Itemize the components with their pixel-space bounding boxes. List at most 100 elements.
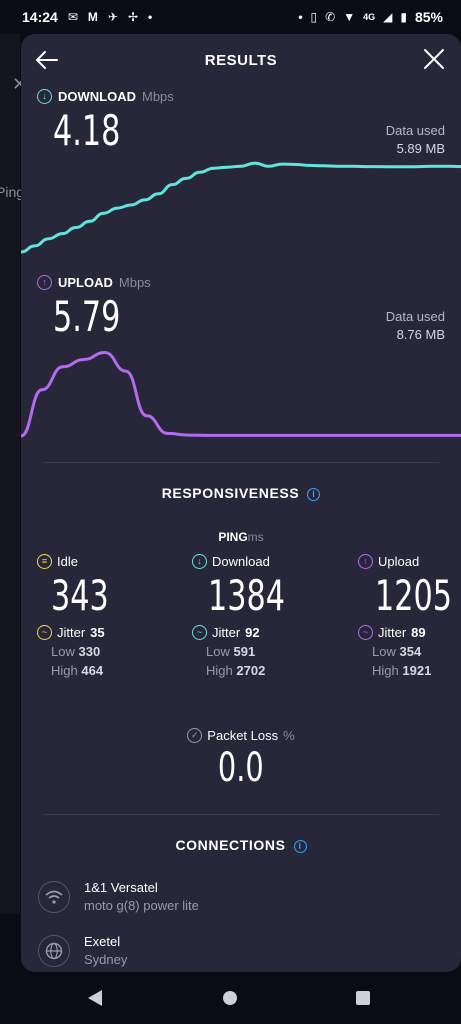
nav-back-icon[interactable] [88,990,102,1006]
server-name: Exetel [84,934,121,949]
connections-section: CONNECTIONS i [21,837,461,853]
packet-loss: ✓ Packet Loss % 0.0 [21,728,461,791]
high-value: 464 [81,663,104,678]
jitter-icon: ~ [192,625,207,640]
upload-label-text: Upload [378,554,420,569]
fan-icon: ✢ [127,10,138,24]
packet-loss-label-text: Packet Loss [207,728,279,743]
download-label-text: Download [212,554,270,569]
info-icon[interactable]: i [307,487,321,501]
ping-idle-jitter: ~ Jitter 35 [37,625,167,640]
ping-idle-low: Low 330 [37,644,167,659]
idle-icon: ≡ [37,554,52,569]
nav-recents-icon[interactable] [356,991,370,1005]
wifi-call-icon: ✆ [325,10,336,24]
status-bar: 14:24 ✉ M ✈ ✢ • • ▯ ✆ ▼ 4G ◢ ▮ 85% [0,0,461,34]
upload-data-used-label: Data used [385,309,445,324]
connection-item-server: Exetel Sydney [38,934,127,967]
battery-level: 85% [414,9,443,25]
jitter-icon: ~ [37,625,52,640]
results-sheet: RESULTS ↓ DOWNLOAD Mbps 4.18 Data used 5… [21,34,461,972]
upload-arrow-icon: ↑ [37,275,52,290]
ping-upload-value: 1205 [375,571,452,620]
wifi-signal-icon: ▼ [343,10,356,24]
high-label: High [372,663,399,678]
packet-loss-icon: ✓ [187,728,203,743]
jitter-icon: ~ [358,625,373,640]
download-title: DOWNLOAD [58,89,136,104]
upload-title: UPLOAD [58,275,113,290]
ping-label: PING [218,530,248,544]
download-data-used: Data used 5.89 MB [386,122,445,158]
wifi-icon [38,880,70,913]
low-value: 354 [399,644,422,659]
ping-download-column: ↓ Download 1384 ~ Jitter 92 Low 591 High… [192,554,322,678]
connection-item-isp: 1&1 Versatel moto g(8) power lite [38,880,199,913]
ping-download-low: Low 591 [192,644,322,659]
ping-upload-column: ↑ Upload 1205 ~ Jitter 89 Low 354 High 1… [358,554,458,678]
high-label: High [206,663,233,678]
vibrate-icon: ▯ [310,10,318,24]
background-app: ✕ Ping [0,34,27,914]
status-time: 14:24 [22,9,58,25]
connections-title: CONNECTIONS [175,837,286,853]
message-icon: ✉ [67,10,78,24]
jitter-label: Jitter [378,625,407,640]
download-arrow-icon: ↓ [192,554,207,569]
low-value: 330 [78,644,101,659]
upload-arrow-icon: ↑ [358,554,373,569]
download-unit: Mbps [142,89,174,104]
back-arrow-icon[interactable] [33,46,61,74]
gmail-icon: M [87,10,98,24]
close-icon[interactable] [421,46,447,72]
jitter-value: 89 [411,625,426,640]
upload-label: ↑ UPLOAD Mbps [37,275,151,290]
high-value: 2702 [236,663,266,678]
packet-loss-label: ✓ Packet Loss % [21,728,461,743]
ping-idle-value: 343 [51,571,109,620]
nav-home-icon[interactable] [223,991,237,1005]
download-arrow-icon: ↓ [37,89,52,104]
download-data-used-value: 5.89 MB [396,141,445,156]
upload-data-used-value: 8.76 MB [396,327,445,342]
ping-unit: ms [247,530,264,544]
ping-download-value: 1384 [208,571,285,620]
packet-loss-value: 0.0 [218,745,264,791]
ping-idle-high: High 464 [37,663,167,678]
download-data-used-label: Data used [385,123,445,138]
server-location: Sydney [84,952,128,967]
background-ping-label: Ping [0,184,25,200]
high-value: 1921 [402,663,432,678]
navigation-bar [0,972,461,1024]
low-value: 591 [233,644,256,659]
ping-header: PINGms [21,530,461,544]
dot-icon: • [298,10,303,24]
connection-detail: moto g(8) power lite [84,898,199,913]
divider [43,814,439,815]
globe-icon [38,934,70,967]
download-label: ↓ DOWNLOAD Mbps [37,89,174,104]
high-label: High [51,663,78,678]
divider [43,462,439,463]
ping-upload-high: High 1921 [358,663,458,678]
jitter-value: 92 [245,625,260,640]
low-label: Low [206,644,230,659]
ping-upload-jitter: ~ Jitter 89 [358,625,458,640]
ping-download-label: ↓ Download [192,554,322,569]
cell-signal-icon: ◢ [383,10,393,24]
low-label: Low [372,644,396,659]
ping-upload-low: Low 354 [358,644,458,659]
packet-loss-unit: % [283,728,295,743]
running-icon: ✈ [107,10,118,24]
info-icon[interactable]: i [293,839,307,853]
upload-chart [21,350,461,438]
download-speed-line [21,161,461,254]
more-notifications-icon: • [148,10,153,24]
ping-upload-label: ↑ Upload [358,554,458,569]
upload-speed-line [21,350,461,438]
responsiveness-title: RESPONSIVENESS [161,485,300,501]
ping-download-jitter: ~ Jitter 92 [192,625,322,640]
responsiveness-section: RESPONSIVENESS i [21,485,461,501]
ping-idle-label: ≡ Idle [37,554,167,569]
upload-unit: Mbps [118,275,151,290]
